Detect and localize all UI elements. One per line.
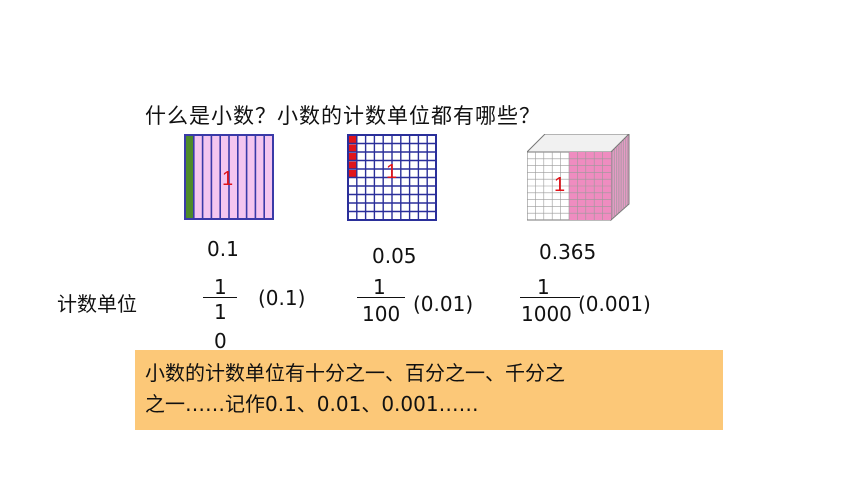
fraction-numerator: 1 [214, 275, 227, 299]
value-hundredths: 0.05 [372, 244, 417, 268]
fraction-bar [357, 297, 405, 298]
summary-note: 小数的计数单位有十分之一、百分之一、千分之 之一……记作0.1、0.01、0.0… [135, 350, 723, 430]
tenths-model [184, 134, 274, 220]
tenths-label: 1 [222, 168, 234, 190]
fraction-denominator: 100 [362, 302, 401, 326]
hundredths-model [347, 134, 437, 221]
fraction-decimal: (0.001) [578, 292, 651, 316]
thousandths-cube-model [527, 134, 630, 222]
question-text: 什么是小数？小数的计数单位都有哪些？ [145, 104, 541, 128]
fraction-numerator: 1 [537, 275, 550, 299]
value-thousandths: 0.365 [539, 240, 597, 264]
thousandths-label: 1 [554, 174, 566, 196]
fraction-decimal: (0.1) [258, 286, 306, 310]
summary-line-2: 之一……记作0.1、0.01、0.001…… [145, 392, 479, 416]
fraction-numerator: 1 [373, 275, 386, 299]
fraction-decimal: (0.01) [413, 292, 474, 316]
fraction-denominator: 1 [214, 300, 227, 324]
summary-line-1: 小数的计数单位有十分之一、百分之一、千分之 [145, 361, 565, 385]
counting-unit-label: 计数单位 [57, 292, 137, 316]
value-tenths: 0.1 [207, 237, 239, 261]
fraction-denominator: 1000 [521, 302, 572, 326]
fraction-denominator-wrap: 0 [214, 329, 227, 353]
fraction-bar [203, 297, 237, 298]
hundredths-label: 1 [386, 161, 398, 183]
fraction-bar [520, 297, 580, 298]
